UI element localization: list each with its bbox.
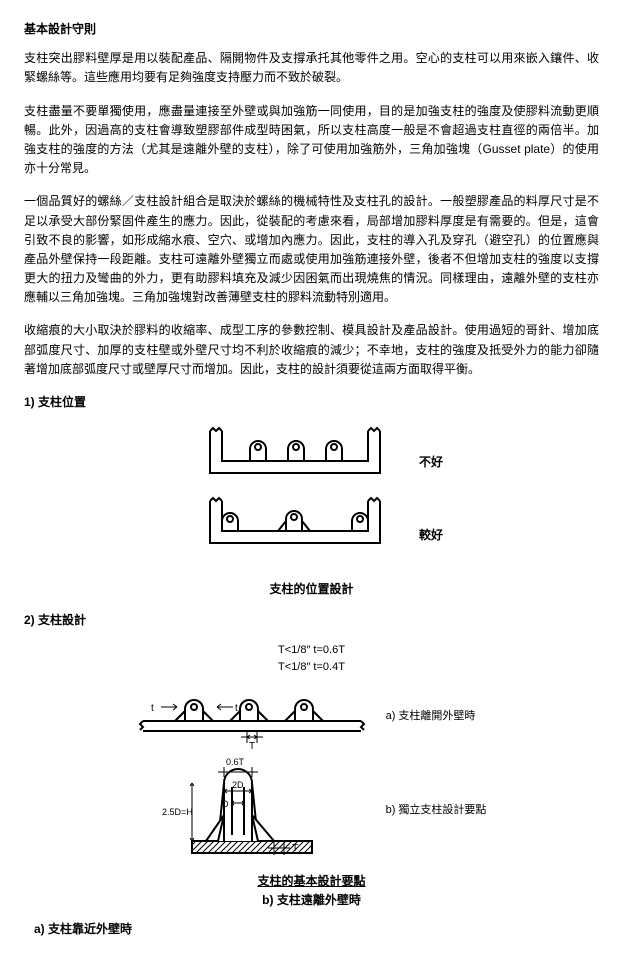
section-heading: 1) 支柱位置 — [24, 393, 599, 412]
paragraph: 一個品質好的螺絲／支柱設計組合是取決於螺絲的機械特性及支柱孔的設計。一般塑膠產品… — [24, 192, 599, 307]
section-heading: 2) 支柱設計 — [24, 611, 599, 630]
boss-section-a: t t T — [137, 681, 367, 751]
svg-text:T: T — [249, 741, 255, 751]
figure-2: T<1/8″ t=0.6T T<1/8″ t=0.4T — [24, 639, 599, 911]
label-good: 較好 — [419, 526, 443, 545]
page-title: 基本設計守則 — [24, 20, 599, 39]
figure-1: 不好 較好 支柱的位置設計 — [24, 420, 599, 599]
formula-line: T<1/8″ t=0.4T — [137, 659, 487, 677]
label-bad: 不好 — [419, 453, 443, 472]
svg-text:0.6T: 0.6T — [226, 757, 245, 767]
paragraph: 支柱盡量不要單獨使用，應盡量連接至外壁或與加強筋一同使用，目的是加強支柱的強度及… — [24, 102, 599, 179]
figure-2-caption: 支柱的基本設計要點 — [24, 872, 599, 891]
svg-text:2D: 2D — [232, 780, 244, 790]
svg-text:t: t — [235, 703, 238, 714]
figure-1-caption: 支柱的位置設計 — [24, 580, 599, 599]
paragraph: 支柱突出膠料壁厚是用以裝配產品、隔開物件及支撐承托其他零件之用。空心的支柱可以用… — [24, 49, 599, 87]
boss-position-diagram — [180, 423, 400, 573]
formula-line: T<1/8″ t=0.6T — [137, 642, 487, 660]
sub-caption-a: a) 支柱靠近外壁時 — [34, 920, 599, 939]
svg-text:t: t — [151, 703, 154, 714]
paragraph: 收縮痕的大小取決於膠料的收縮率、成型工序的參數控制、模具設計及產品設計。使用過短… — [24, 321, 599, 379]
svg-text:T: T — [292, 843, 298, 854]
label-b: b) 獨立支柱設計要點 — [386, 804, 487, 816]
label-a: a) 支柱離開外壁時 — [386, 710, 476, 722]
svg-text:D: D — [222, 799, 229, 809]
boss-section-b: 0.6T 2D — [162, 755, 342, 865]
sub-caption-b: b) 支柱遠離外壁時 — [24, 891, 599, 910]
